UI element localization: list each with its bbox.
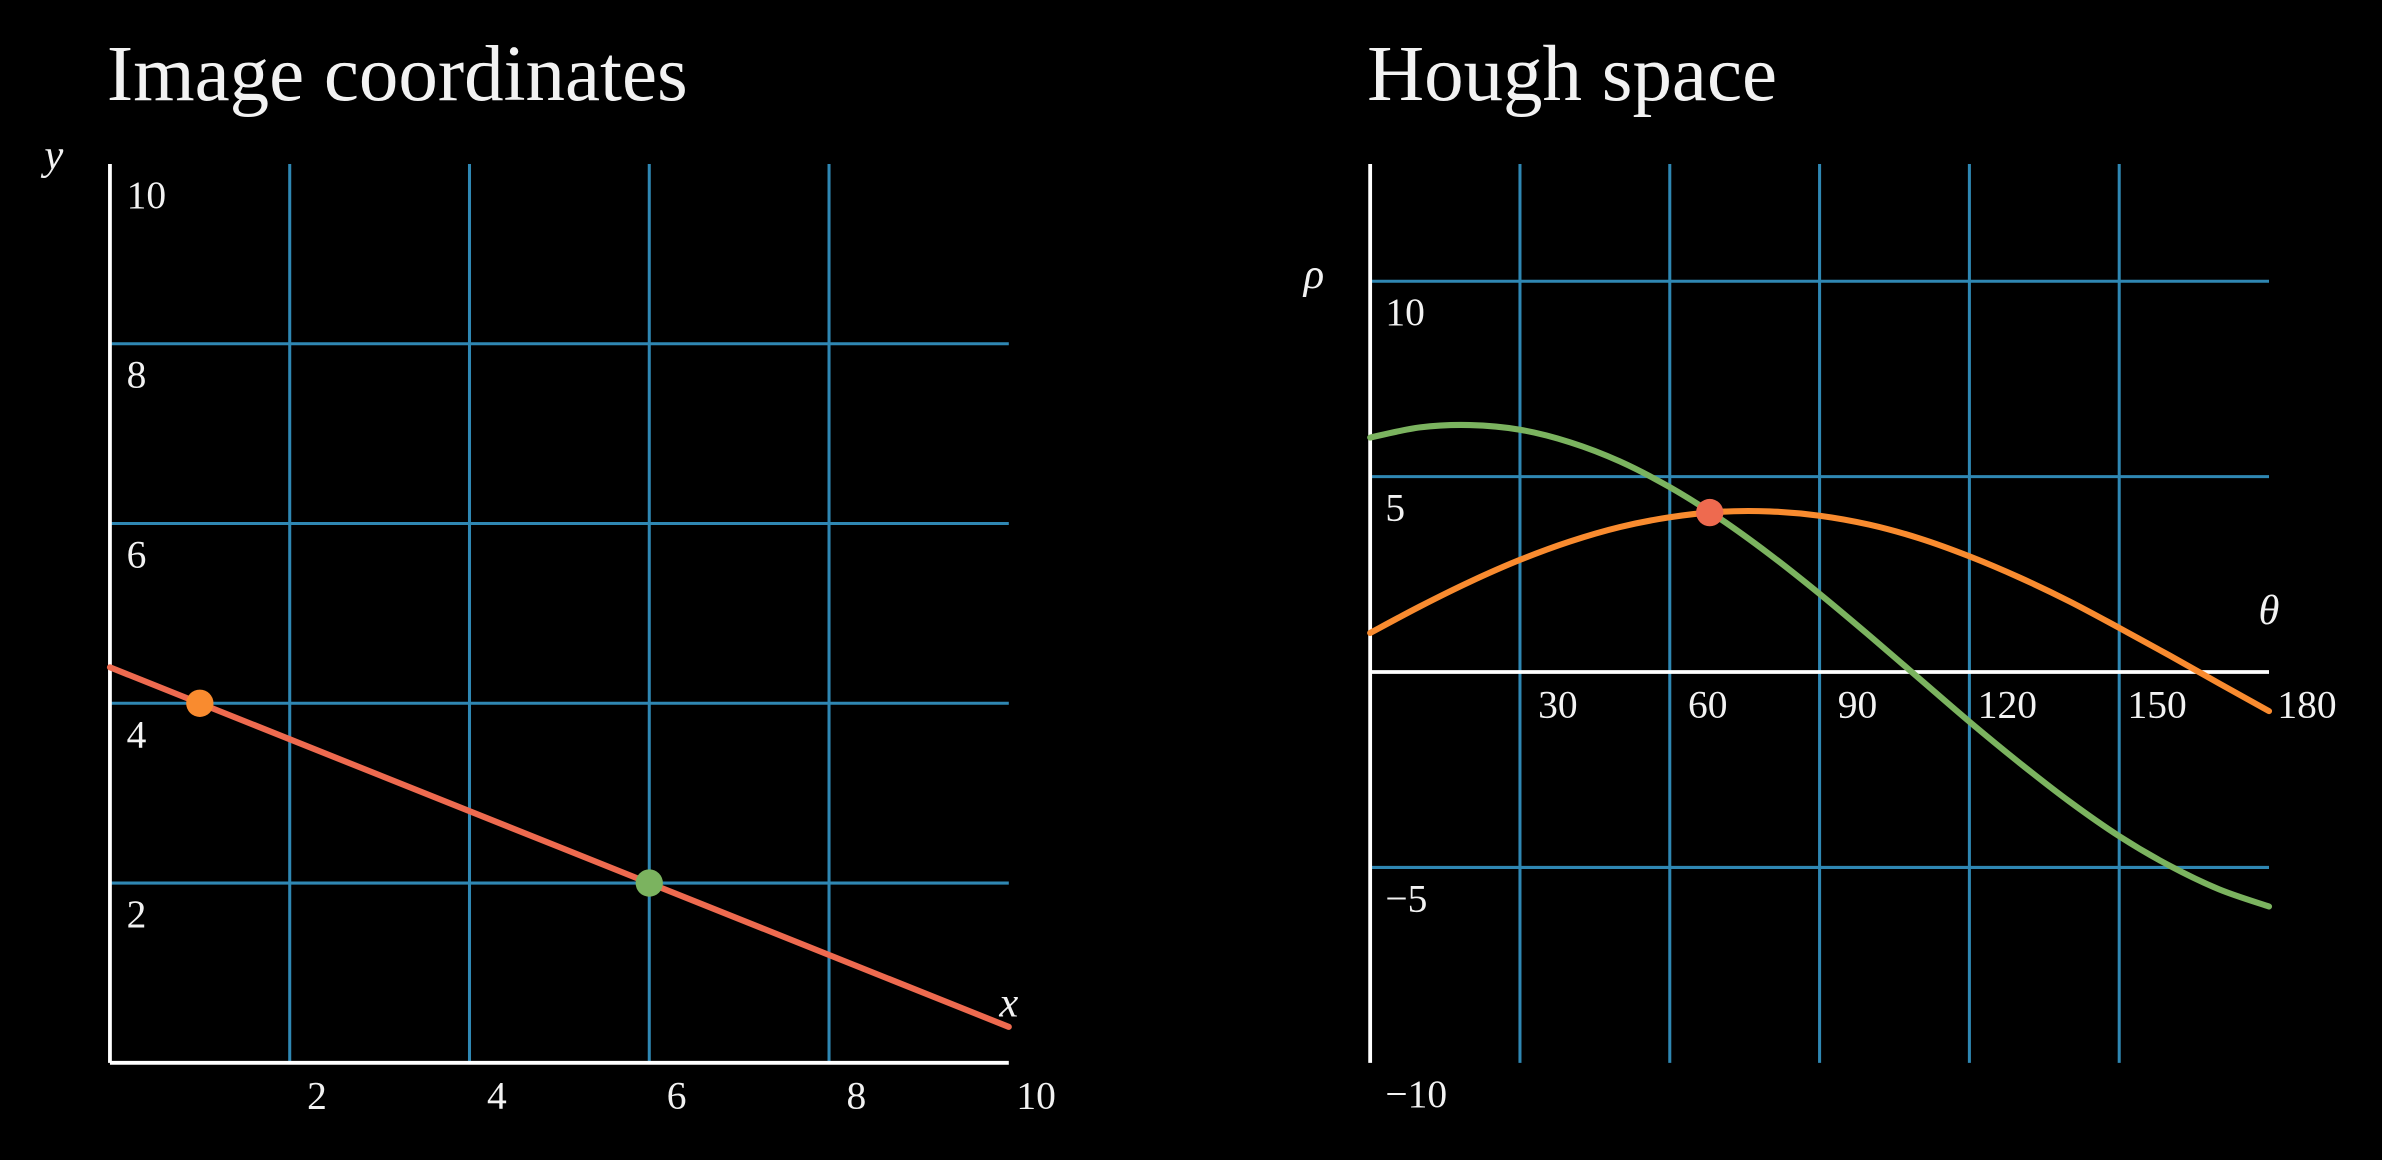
x-tick-label: 8: [846, 1073, 866, 1117]
x-tick-label: 60: [1688, 683, 1727, 727]
y-tick-label: −10: [1385, 1072, 1447, 1116]
x-tick-label: 150: [2128, 683, 2187, 727]
y-axis-label: ρ: [1302, 251, 1324, 298]
x-tick-label: 180: [2277, 683, 2336, 727]
x-tick-label: 30: [1538, 683, 1577, 727]
line-series: [1367, 421, 2273, 910]
y-tick-label: 4: [127, 712, 147, 756]
y-axis-label: y: [40, 132, 63, 179]
line-series: [106, 664, 1012, 1030]
y-tick-label: 2: [127, 892, 147, 936]
y-tick-label: 5: [1385, 486, 1405, 530]
x-axis-label: x: [998, 979, 1018, 1026]
y-tick-label: 10: [127, 173, 166, 217]
point: [635, 869, 663, 897]
x-tick-label: 6: [667, 1073, 687, 1117]
x-tick-label: 120: [1978, 683, 2037, 727]
x-tick-label: 90: [1838, 683, 1877, 727]
point: [1696, 498, 1724, 527]
y-tick-label: 6: [127, 533, 147, 577]
y-tick-label: 8: [127, 353, 147, 397]
x-tick-label: 4: [487, 1073, 507, 1117]
y-tick-label: −5: [1385, 876, 1427, 920]
x-axis-label: θ: [2259, 587, 2280, 634]
x-tick-label: 10: [1016, 1073, 1055, 1117]
line-series: [1367, 507, 2273, 715]
y-tick-label: 10: [1385, 290, 1424, 334]
chart-title: Hough space: [1367, 31, 1777, 118]
point: [186, 689, 214, 717]
x-tick-label: 2: [307, 1073, 327, 1117]
chart-title: Image coordinates: [107, 31, 688, 118]
